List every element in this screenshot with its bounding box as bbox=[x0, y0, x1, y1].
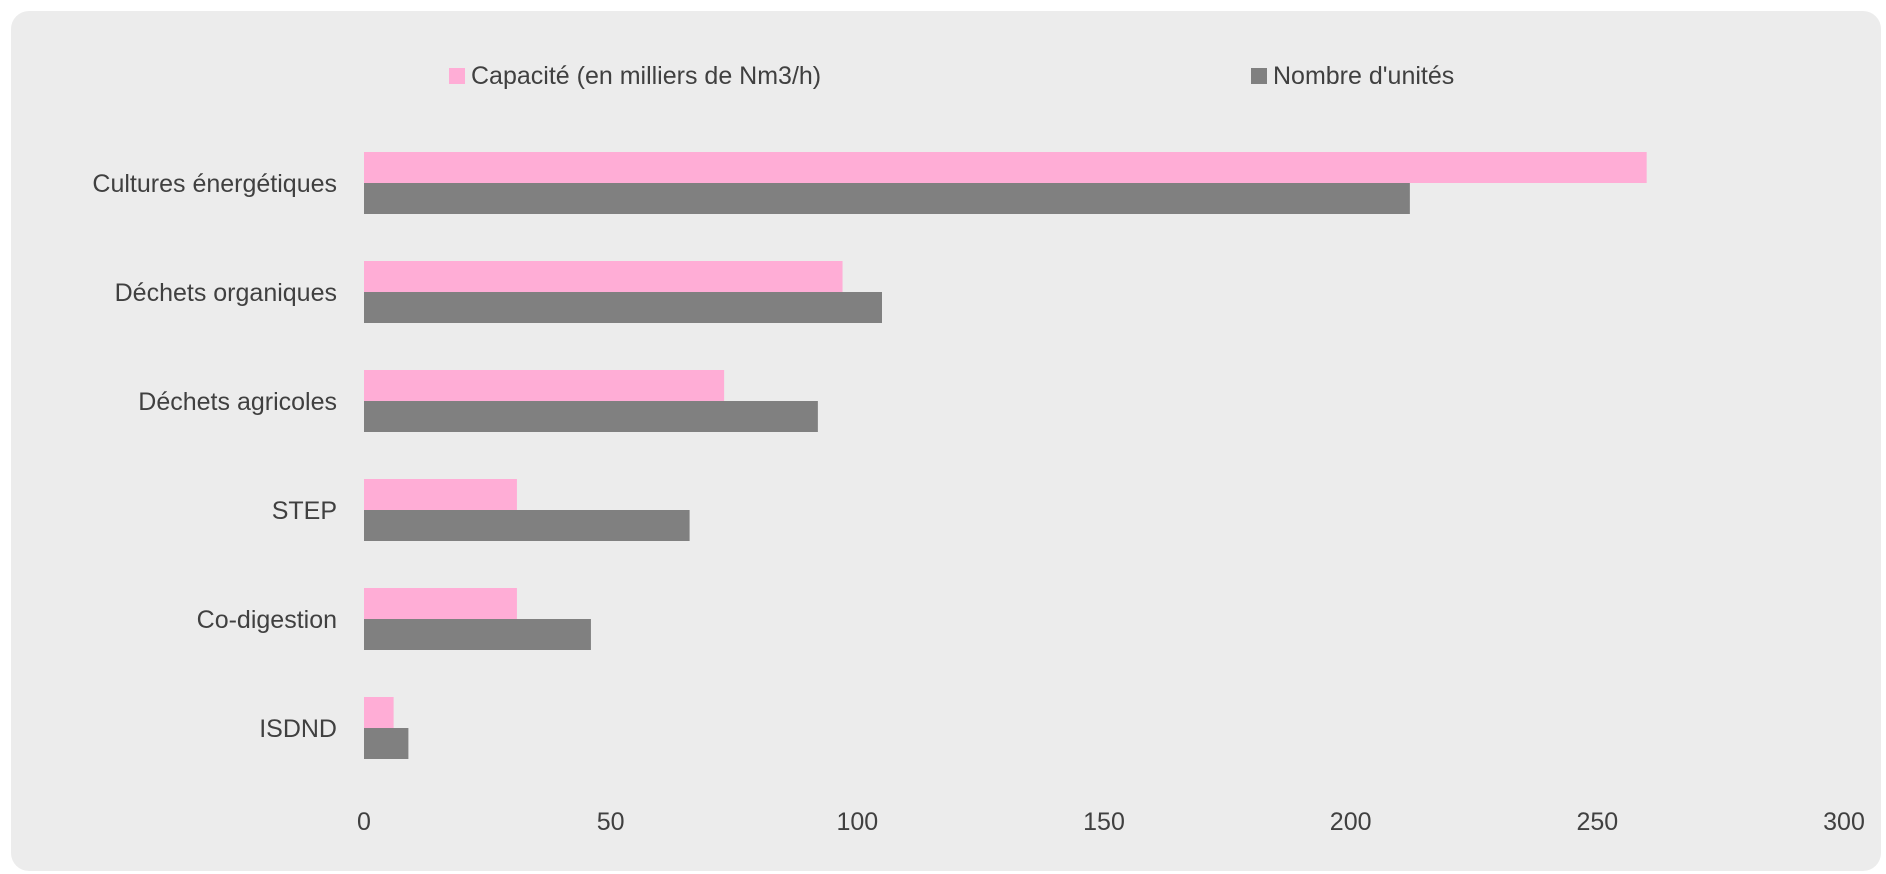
bars bbox=[364, 152, 1647, 759]
bar-nombre-unites bbox=[364, 728, 409, 759]
bar-capacite bbox=[364, 370, 725, 401]
legend-label-0: Capacité (en milliers de Nm3/h) bbox=[471, 62, 821, 90]
legend-swatch-0 bbox=[449, 68, 465, 84]
x-tick-label: 0 bbox=[357, 808, 371, 836]
category-label: Co-digestion bbox=[197, 606, 337, 634]
bar-capacite bbox=[364, 152, 1647, 183]
bar-capacite bbox=[364, 588, 517, 619]
value-axis: 0 50 100 150 200 250 300 bbox=[357, 808, 1865, 836]
bar-capacite bbox=[364, 697, 394, 728]
bar-nombre-unites bbox=[364, 401, 818, 432]
bar-capacite bbox=[364, 261, 843, 292]
legend-swatch-1 bbox=[1251, 68, 1267, 84]
category-label: Cultures énergétiques bbox=[92, 170, 337, 198]
x-tick-label: 100 bbox=[836, 808, 878, 836]
bar-chart: Capacité (en milliers de Nm3/h) Nombre d'… bbox=[92, 62, 1865, 836]
bar-nombre-unites bbox=[364, 183, 1410, 214]
bar-capacite bbox=[364, 479, 517, 510]
legend: Capacité (en milliers de Nm3/h) Nombre d'… bbox=[449, 62, 1454, 90]
bar-nombre-unites bbox=[364, 619, 591, 650]
bar-nombre-unites bbox=[364, 510, 690, 541]
x-tick-label: 250 bbox=[1576, 808, 1618, 836]
category-label: Déchets agricoles bbox=[138, 388, 337, 416]
chart-area: Capacité (en milliers de Nm3/h) Nombre d'… bbox=[11, 11, 1881, 871]
category-label: Déchets organiques bbox=[115, 279, 337, 307]
x-tick-label: 200 bbox=[1330, 808, 1372, 836]
x-tick-label: 50 bbox=[597, 808, 625, 836]
category-label: STEP bbox=[272, 497, 337, 525]
legend-label-1: Nombre d'unités bbox=[1273, 62, 1454, 90]
category-axis: Cultures énergétiques Déchets organiques D… bbox=[92, 170, 337, 743]
category-label: ISDND bbox=[259, 715, 337, 743]
x-tick-label: 150 bbox=[1083, 808, 1125, 836]
bar-nombre-unites bbox=[364, 292, 882, 323]
x-tick-label: 300 bbox=[1823, 808, 1865, 836]
